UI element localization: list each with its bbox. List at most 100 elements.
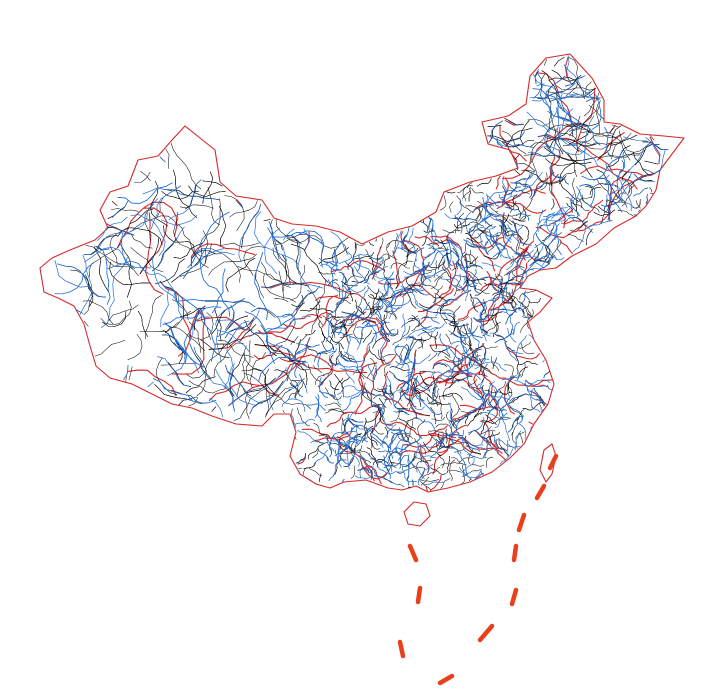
county-border [410, 386, 425, 401]
county-border [517, 300, 532, 317]
river [367, 331, 377, 347]
county-border [378, 295, 393, 306]
river [479, 363, 488, 390]
river [576, 186, 593, 209]
river [532, 88, 583, 125]
river [180, 295, 216, 362]
county-border [531, 151, 564, 185]
county-border [558, 169, 577, 185]
county-border [434, 271, 446, 282]
river [464, 277, 469, 302]
province-border [370, 353, 398, 402]
county-border [392, 338, 403, 346]
river [394, 344, 406, 364]
river [484, 231, 504, 246]
river [468, 417, 484, 434]
river [342, 336, 351, 359]
taiwan-island [539, 443, 557, 483]
river [465, 211, 473, 237]
river [369, 400, 385, 410]
county-border [372, 458, 389, 466]
river [425, 258, 451, 277]
county-border [373, 388, 388, 395]
river [356, 422, 379, 447]
county-border [318, 320, 325, 343]
river [398, 444, 404, 461]
county-border [312, 364, 322, 374]
river [216, 305, 235, 338]
river [332, 328, 360, 343]
province-border [371, 404, 380, 434]
county-border [273, 298, 289, 303]
county-border [473, 364, 493, 374]
county-border [493, 315, 499, 338]
river [516, 171, 532, 198]
county-border [404, 421, 411, 444]
boundary-dash [397, 639, 406, 659]
river [393, 386, 409, 407]
river [566, 54, 573, 86]
river [515, 213, 529, 221]
county-border [412, 338, 425, 341]
county-border [243, 345, 262, 372]
county-border [449, 459, 456, 482]
river [357, 254, 361, 272]
county-border [476, 178, 492, 187]
county-border [407, 317, 420, 321]
province-border [528, 421, 534, 425]
province-border [261, 281, 367, 301]
river [57, 263, 106, 298]
river [487, 394, 503, 412]
county-border [161, 190, 200, 200]
river [382, 385, 394, 401]
river [383, 447, 401, 469]
river [459, 323, 468, 356]
river [297, 429, 315, 441]
river [435, 298, 458, 317]
county-border [446, 229, 461, 244]
river [633, 187, 649, 197]
county-border [465, 224, 476, 234]
county-border [377, 349, 383, 364]
county-border [553, 56, 565, 67]
county-border [511, 217, 526, 222]
county-border [246, 340, 251, 381]
river [334, 437, 357, 444]
county-border [420, 336, 423, 349]
province-border [429, 474, 442, 491]
county-border [372, 337, 391, 349]
county-border [418, 478, 440, 482]
province-border [196, 316, 253, 331]
river [160, 215, 198, 226]
river [454, 214, 463, 234]
county-border [213, 342, 244, 377]
river [170, 326, 200, 374]
river [463, 239, 489, 255]
river [401, 313, 406, 337]
river [606, 179, 613, 199]
county-border [139, 321, 179, 333]
county-border [393, 233, 398, 254]
river [420, 316, 440, 324]
river [462, 429, 481, 452]
river [543, 372, 549, 378]
county-border [528, 394, 542, 400]
river [377, 289, 393, 319]
river [393, 410, 410, 416]
river [378, 447, 409, 453]
river [282, 313, 296, 325]
river [504, 341, 524, 355]
county-border [416, 460, 432, 473]
river [493, 439, 515, 449]
river [490, 134, 534, 148]
river [494, 321, 521, 344]
county-border [649, 134, 655, 141]
river [157, 356, 191, 388]
county-border [329, 380, 339, 390]
river [349, 439, 361, 465]
county-border [465, 445, 482, 455]
river [117, 182, 173, 204]
river [511, 267, 542, 278]
river [410, 386, 417, 419]
county-border [185, 376, 216, 394]
